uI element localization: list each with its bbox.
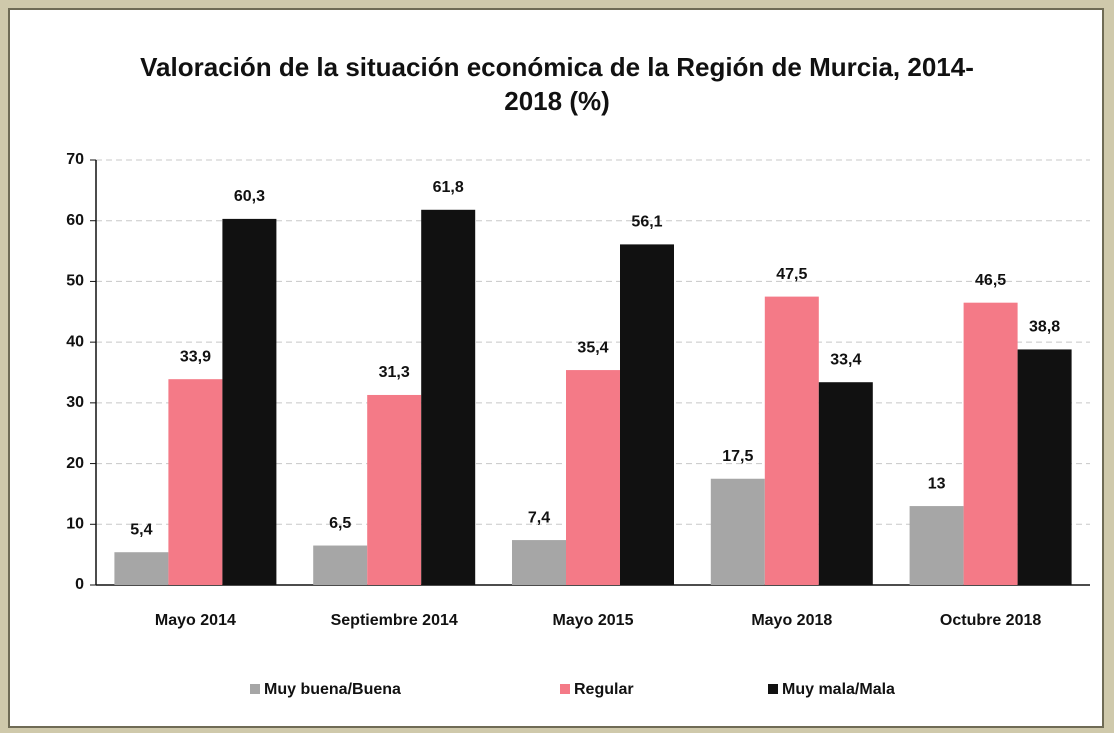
y-tick-label: 20 <box>66 455 84 472</box>
value-label: 35,4 <box>577 339 608 356</box>
chart-title: Valoración de la situación económica de … <box>140 52 974 116</box>
bar <box>168 379 223 585</box>
value-label: 7,4 <box>528 509 550 526</box>
bar <box>313 545 368 585</box>
legend-label: Muy mala/Mala <box>782 681 895 698</box>
x-tick-label: Mayo 2018 <box>751 612 832 629</box>
value-label: 31,3 <box>379 364 410 381</box>
y-tick-label: 60 <box>66 212 84 229</box>
value-label: 61,8 <box>433 179 464 196</box>
x-tick-label: Septiembre 2014 <box>331 612 458 629</box>
bar <box>367 394 422 585</box>
panel <box>8 8 1104 728</box>
value-label: 13 <box>928 475 946 492</box>
value-label: 60,3 <box>234 188 265 205</box>
value-label: 17,5 <box>722 448 753 465</box>
bar <box>764 296 819 585</box>
bar <box>818 382 873 585</box>
value-label: 33,4 <box>830 351 861 368</box>
value-label: 47,5 <box>776 266 807 283</box>
legend-label: Muy buena/Buena <box>264 681 401 698</box>
value-label: 46,5 <box>975 272 1006 289</box>
value-label: 38,8 <box>1029 319 1060 336</box>
y-tick-label: 50 <box>66 273 84 290</box>
bar <box>566 370 620 585</box>
legend-swatch <box>768 684 778 694</box>
bar <box>222 218 277 585</box>
bar <box>114 552 169 585</box>
y-tick-label: 30 <box>66 394 84 411</box>
x-tick-label: Mayo 2014 <box>155 612 236 629</box>
bar <box>1017 349 1072 585</box>
y-tick-label: 10 <box>66 516 84 533</box>
x-tick-label: Mayo 2015 <box>553 612 634 629</box>
legend-swatch <box>560 684 570 694</box>
value-label: 56,1 <box>631 214 662 231</box>
bar <box>963 302 1018 585</box>
x-tick-label: Octubre 2018 <box>940 612 1041 629</box>
y-tick-label: 40 <box>66 333 84 350</box>
value-label: 33,9 <box>180 348 211 365</box>
bar <box>421 209 476 586</box>
legend-label: Regular <box>574 681 634 698</box>
value-label: 5,4 <box>130 521 152 538</box>
bar <box>909 506 964 585</box>
bar <box>620 244 674 585</box>
legend-swatch <box>250 684 260 694</box>
value-label: 6,5 <box>329 515 351 532</box>
bar <box>710 478 765 585</box>
bar <box>512 540 566 585</box>
y-tick-label: 0 <box>75 576 84 593</box>
y-tick-label: 70 <box>66 151 84 168</box>
